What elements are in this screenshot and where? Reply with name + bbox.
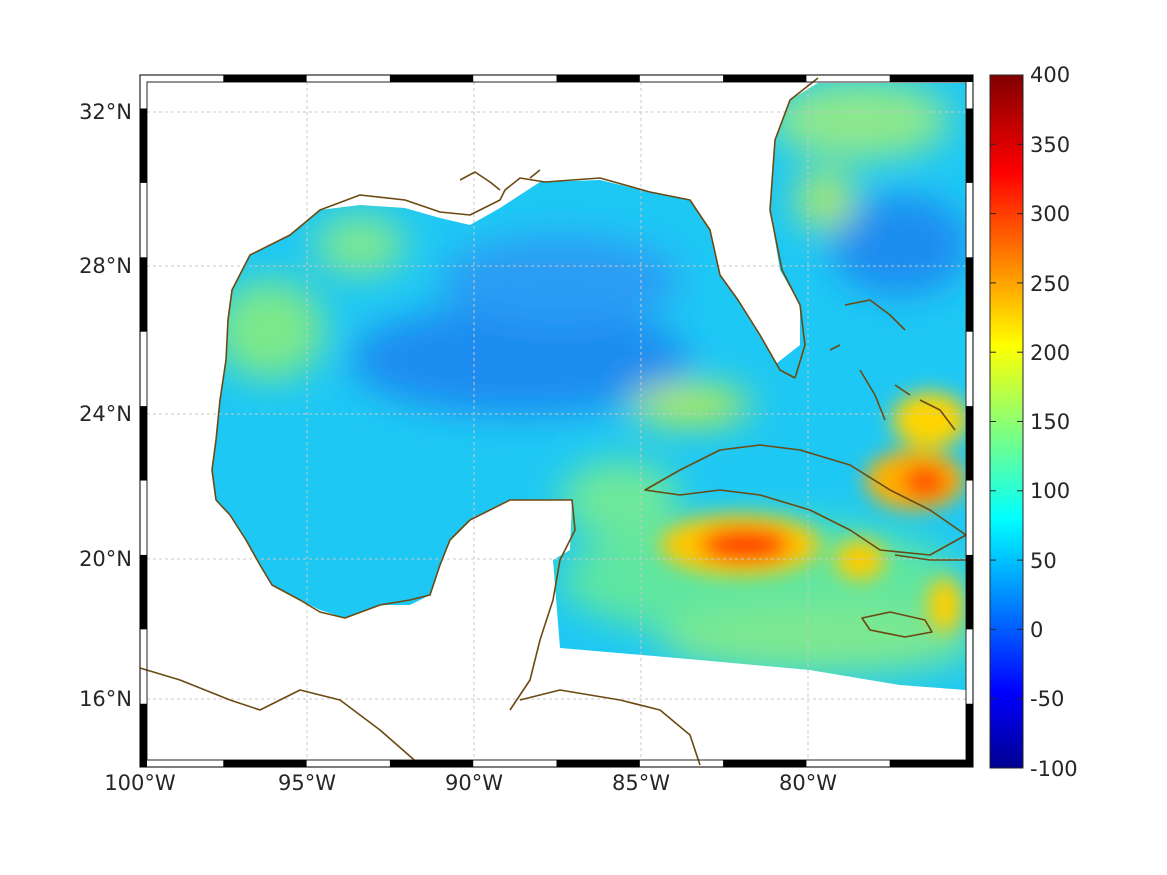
frame-checker [140, 75, 973, 767]
mid-anomaly-florida-straits [630, 385, 750, 425]
coast-jamaica [861, 611, 933, 638]
frame-segment [140, 406, 147, 481]
frame-segment [889, 75, 973, 82]
colorbar-label: 400 [1030, 63, 1070, 87]
lon-label: 100°W [104, 771, 176, 795]
coast-central-america [139, 667, 421, 766]
colorbar-label: -100 [1030, 757, 1078, 781]
colorbar-label: 350 [1030, 133, 1070, 157]
frame-segment [389, 760, 474, 767]
coast-bahamas [829, 299, 956, 431]
frame-segment [140, 554, 147, 630]
frame-segment [723, 75, 807, 82]
high-anomaly-south-cuba [835, 540, 885, 580]
colorbar-label: -50 [1030, 687, 1064, 711]
colorbar-labels: 400 350 300 250 200 150 100 50 0 -50 -10… [1030, 63, 1078, 781]
map-frame [139, 74, 974, 768]
mid-anomaly-atlantic-center [795, 170, 855, 230]
frame-segment [556, 760, 640, 767]
coast-hispaniola [894, 554, 966, 561]
longitude-labels: 100°W 95°W 90°W 85°W 80°W [104, 771, 837, 795]
mid-anomaly-west-gulf [215, 280, 325, 380]
low-anomaly-atlantic [830, 195, 966, 295]
frame-segment [966, 108, 973, 183]
colorbar-label: 50 [1030, 549, 1057, 573]
high-anomaly-cayman-core [700, 528, 790, 562]
coast-mississippi-delta [459, 169, 541, 191]
mid-anomaly-yucatan-channel [560, 460, 680, 540]
frame-segment [140, 108, 147, 183]
lat-label: 24°N [79, 402, 132, 426]
colorbar-label: 150 [1030, 410, 1070, 434]
frame-segment [966, 406, 973, 481]
low-anomaly-central-gulf [350, 305, 690, 415]
lat-label: 20°N [79, 547, 132, 571]
coast-mexico [215, 499, 576, 711]
high-anomaly-windward-core [903, 466, 947, 498]
frame-segment [889, 760, 973, 767]
lat-label: 32°N [79, 100, 132, 124]
lat-label: 16°N [79, 687, 132, 711]
colorbar: 400 350 300 250 200 150 100 50 0 -50 -10… [989, 63, 1078, 781]
latitude-labels: 16°N 20°N 24°N 28°N 32°N [79, 100, 132, 711]
frame-segment [966, 257, 973, 332]
frame-segment [389, 75, 474, 82]
colorbar-label: 100 [1030, 479, 1070, 503]
colorbar-label: 0 [1030, 618, 1043, 642]
coast-honduras [519, 689, 701, 766]
lon-label: 85°W [612, 771, 670, 795]
coast-gulf-mexico [211, 177, 796, 501]
high-anomaly-hispaniola-south [927, 577, 963, 633]
frame-segment [556, 75, 640, 82]
colorbar-label: 300 [1030, 202, 1070, 226]
mid-anomaly-north-shelf [315, 215, 405, 275]
lon-label: 95°W [278, 771, 336, 795]
frame-segment [966, 703, 973, 767]
frame-segment [140, 257, 147, 332]
mid-anomaly-atlantic-north [770, 83, 950, 160]
frame-segment [966, 554, 973, 630]
frame-segment [223, 760, 307, 767]
lon-label: 90°W [445, 771, 503, 795]
coast-florida-east [769, 77, 819, 379]
gridlines [147, 82, 966, 760]
low-anomaly-north-gulf [440, 235, 680, 325]
lon-label: 80°W [779, 771, 837, 795]
mid-anomaly-south-caribbean [660, 605, 966, 675]
frame-segment [723, 760, 807, 767]
colorbar-label: 200 [1030, 341, 1070, 365]
frame-segment [223, 75, 307, 82]
lat-label: 28°N [79, 254, 132, 278]
frame-segment [140, 703, 147, 767]
colorbar-label: 250 [1030, 272, 1070, 296]
colorbar-ticks [990, 74, 1023, 769]
sst-field [212, 83, 966, 690]
high-anomaly-bahamas [892, 392, 966, 448]
